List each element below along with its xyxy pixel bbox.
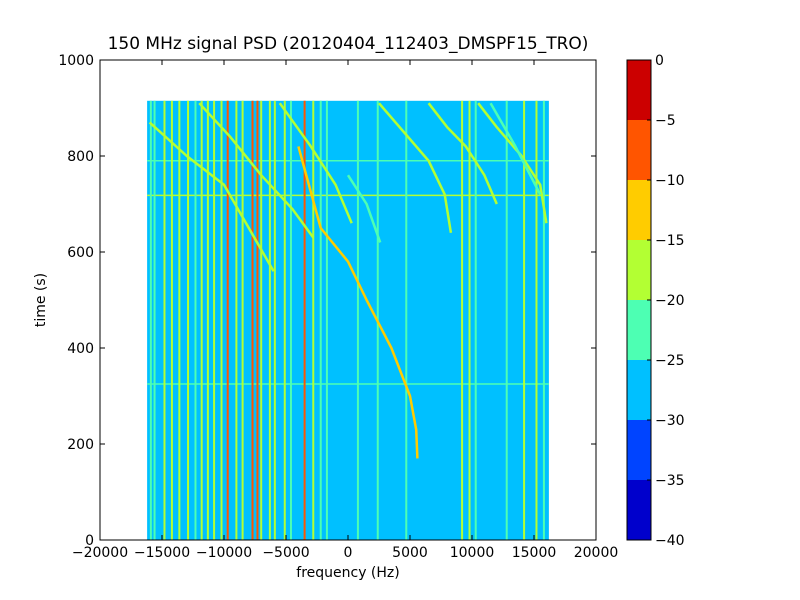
colorbar-segment [627, 360, 651, 420]
x-tick-label: 20000 [574, 545, 619, 561]
x-tick-label: 15000 [512, 545, 557, 561]
x-tick-label: 10000 [450, 545, 495, 561]
chart-title: 150 MHz signal PSD (20120404_112403_DMSP… [108, 34, 589, 54]
doppler-sweep-trace [297, 146, 419, 459]
spectrogram-image [147, 100, 549, 541]
doppler-sweep-trace [378, 102, 453, 233]
y-tick-label: 1000 [58, 53, 94, 69]
doppler-sweep-trace [346, 174, 382, 243]
doppler-sweep-trace [489, 102, 542, 195]
x-tick-label: 5000 [392, 545, 428, 561]
colorbar-segment [627, 120, 651, 180]
y-axis-label: time (s) [33, 273, 49, 327]
colorbar-tick-label: −15 [655, 233, 685, 249]
y-tick-label: 600 [67, 245, 94, 261]
colorbar-tick-label: −10 [655, 173, 685, 189]
y-tick-label: 200 [67, 437, 94, 453]
x-axis: −20000 −15000 −10000 −5000 0 5000 10000 15000 20… [72, 60, 618, 561]
x-tick-label: −20000 [72, 545, 128, 561]
colorbar-segment [627, 300, 651, 360]
colorbar: −40 −35 −30 −25 −20 −15 −10 −5 0 [626, 53, 685, 549]
colorbar-tick-label: −20 [655, 293, 685, 309]
y-tick-label: 400 [67, 341, 94, 357]
colorbar-tick-label: −25 [655, 353, 685, 369]
doppler-sweep-trace [148, 121, 275, 272]
doppler-sweep-trace [198, 102, 315, 239]
colorbar-tick-label: −35 [655, 473, 685, 489]
y-tick-label: 0 [85, 533, 94, 549]
colorbar-tick-label: −40 [655, 533, 685, 549]
y-tick-label: 800 [67, 149, 94, 165]
colorbar-tick-label: −5 [655, 113, 676, 129]
doppler-sweep-trace [278, 102, 353, 224]
x-tick-label: −10000 [196, 545, 252, 561]
colorbar-segment [627, 180, 651, 240]
colorbar-segment [627, 480, 651, 540]
y-axis: 0 200 400 600 800 1000 [58, 53, 596, 549]
doppler-sweep-trace [427, 102, 498, 205]
x-tick-label: 0 [344, 545, 353, 561]
colorbar-tick-label: −30 [655, 413, 685, 429]
colorbar-segment [627, 60, 651, 120]
x-axis-label: frequency (Hz) [296, 565, 399, 581]
colorbar-tick-label: 0 [655, 53, 664, 69]
x-tick-label: −5000 [262, 545, 309, 561]
x-tick-label: −15000 [134, 545, 190, 561]
colorbar-segment [627, 240, 651, 300]
colorbar-segment [627, 420, 651, 480]
